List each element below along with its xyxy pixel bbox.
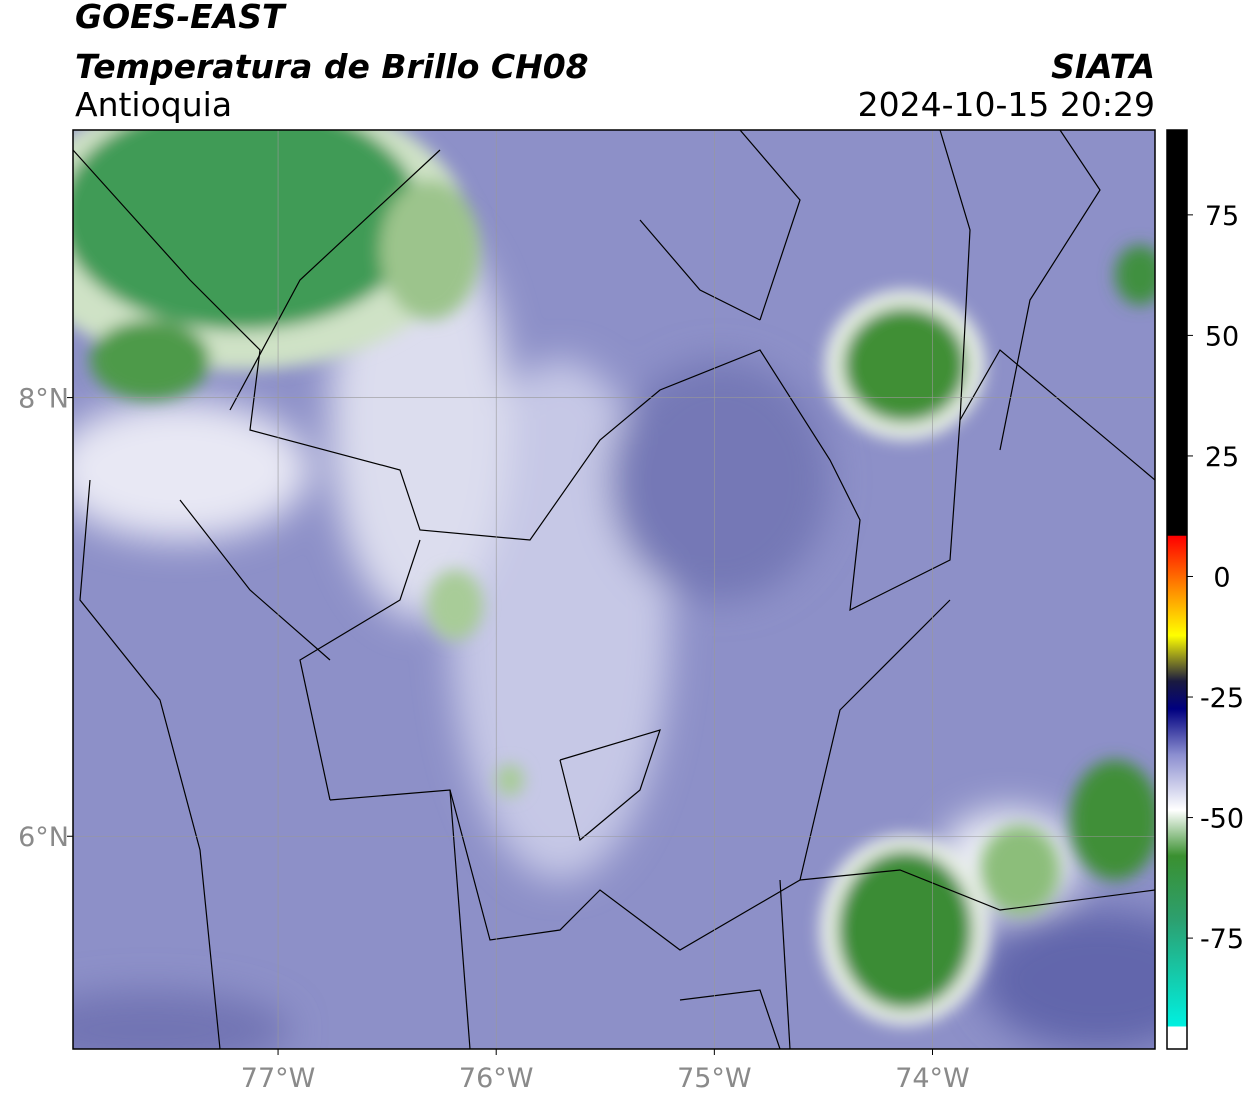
- map-frame: [72, 129, 1156, 1050]
- x-tick-label: 75°W: [677, 1063, 752, 1094]
- title: GOES-EAST: [75, 0, 287, 36]
- colorbar-tick-label: -75: [1200, 924, 1244, 955]
- colorbar-tick-label: 75: [1205, 201, 1239, 232]
- y-tick-label: 8°N: [18, 384, 69, 415]
- colorbar-tick-label: 25: [1205, 442, 1239, 473]
- colorbar-tick-label: -25: [1200, 683, 1244, 714]
- x-tick-label: 76°W: [459, 1063, 534, 1094]
- region: Antioquia: [75, 85, 232, 124]
- colorbar-tick-label: 50: [1205, 321, 1239, 352]
- x-tick-label: 74°W: [895, 1063, 970, 1094]
- source: SIATA: [1051, 47, 1155, 86]
- map-image: [73, 130, 1155, 1049]
- colorbar: [1166, 129, 1188, 1050]
- datetime: 2024-10-15 20:29: [858, 85, 1155, 124]
- subtitle: Temperatura de Brillo CH08: [75, 47, 589, 86]
- colorbar-tick-label: 0: [1213, 562, 1230, 593]
- y-tick-label: 6°N: [18, 822, 69, 853]
- x-tick-label: 77°W: [241, 1063, 316, 1094]
- colorbar-tick-label: -50: [1200, 804, 1244, 835]
